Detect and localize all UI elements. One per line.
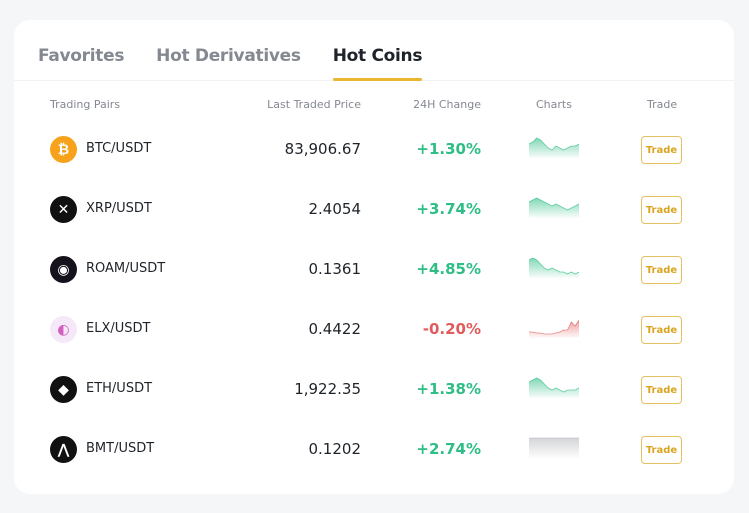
bmt-icon: ⋀ [50, 436, 77, 463]
tab-bar: Favorites Hot Derivatives Hot Coins [38, 46, 423, 81]
last-price: 0.1202 [308, 440, 362, 458]
trade-button[interactable]: Trade [641, 196, 682, 224]
trade-button[interactable]: Trade [641, 136, 682, 164]
sparkline-line [529, 197, 579, 211]
pair-name[interactable]: ROAM/USDT [86, 261, 166, 276]
header-trade: Trade [647, 98, 678, 111]
elx-icon: ◐ [50, 316, 77, 343]
sparkline-chart [529, 137, 579, 158]
change-24h: +1.30% [416, 140, 481, 158]
pair-name[interactable]: ELX/USDT [86, 321, 151, 336]
last-price: 83,906.67 [284, 140, 361, 158]
pair-name[interactable]: ETH/USDT [86, 381, 153, 396]
sparkline-area [529, 198, 579, 218]
table-row[interactable]: ⋀ BMT/USDT 0.1202 +2.74% Trade [14, 420, 734, 480]
sparkline-line [529, 319, 579, 335]
table-row[interactable]: ₿ BTC/USDT 83,906.67 +1.30% Trade [14, 120, 734, 180]
bitcoin-icon: ₿ [50, 136, 77, 163]
table-row[interactable]: ✕ XRP/USDT 2.4054 +3.74% Trade [14, 180, 734, 240]
header-charts: Charts [536, 98, 572, 111]
sparkline-chart [529, 197, 579, 218]
trade-button[interactable]: Trade [641, 436, 682, 464]
sparkline-line [529, 377, 579, 393]
trade-button[interactable]: Trade [641, 316, 682, 344]
sparkline-chart [529, 377, 579, 398]
header-trading-pairs: Trading Pairs [50, 98, 121, 111]
change-24h: +4.85% [416, 260, 481, 278]
sparkline-chart [529, 437, 579, 458]
sparkline-area [529, 258, 579, 278]
table-row[interactable]: ◉ ROAM/USDT 0.1361 +4.85% Trade [14, 240, 734, 300]
change-24h: +3.74% [416, 200, 481, 218]
pair-name[interactable]: BTC/USDT [86, 141, 152, 156]
change-24h: +2.74% [416, 440, 481, 458]
tab-favorites[interactable]: Favorites [38, 46, 125, 66]
hot-coins-card: Favorites Hot Derivatives Hot Coins Trad… [14, 20, 734, 494]
last-price: 0.4422 [308, 320, 362, 338]
header-last-price: Last Traded Price [267, 98, 361, 111]
tab-hot-coins[interactable]: Hot Coins [332, 46, 423, 81]
xrp-icon: ✕ [50, 196, 77, 223]
last-price: 1,922.35 [294, 380, 361, 398]
sparkline-area [529, 378, 579, 398]
change-24h: -0.20% [422, 320, 481, 338]
sparkline-line [529, 137, 579, 151]
ethereum-icon: ◆ [50, 376, 77, 403]
sparkline-area [529, 438, 579, 458]
table-row[interactable]: ◆ ETH/USDT 1,922.35 +1.38% Trade [14, 360, 734, 420]
tab-hot-derivatives[interactable]: Hot Derivatives [156, 46, 301, 66]
sparkline-line [529, 257, 579, 275]
sparkline-chart [529, 257, 579, 278]
trade-button[interactable]: Trade [641, 376, 682, 404]
trade-button[interactable]: Trade [641, 256, 682, 284]
change-24h: +1.38% [416, 380, 481, 398]
sparkline-chart [529, 319, 579, 338]
last-price: 2.4054 [308, 200, 362, 218]
pair-name[interactable]: XRP/USDT [86, 201, 152, 216]
header-24h-change: 24H Change [413, 98, 481, 111]
last-price: 0.1361 [308, 260, 362, 278]
table-row[interactable]: ◐ ELX/USDT 0.4422 -0.20% Trade [14, 300, 734, 360]
pair-name[interactable]: BMT/USDT [86, 441, 155, 456]
roam-icon: ◉ [50, 256, 77, 283]
